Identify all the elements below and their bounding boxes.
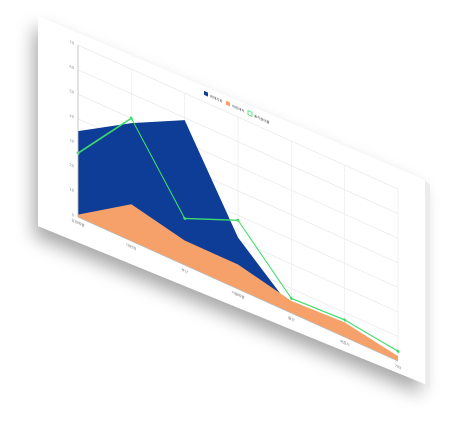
x-tick-label: 부산 bbox=[181, 267, 188, 275]
x-tick-label: 세종시 bbox=[340, 338, 350, 347]
x-tick-label: 서울특별 bbox=[231, 289, 245, 300]
y-tick-label: 60 bbox=[69, 64, 74, 70]
chart-panel-edge bbox=[425, 180, 430, 389]
y-tick-label: 10 bbox=[69, 187, 74, 193]
x-axis bbox=[78, 216, 398, 362]
x-tick-label: 대전광 bbox=[126, 242, 136, 251]
x-tick-label: 울산 bbox=[288, 315, 295, 323]
y-tick-label: 20 bbox=[69, 163, 74, 169]
y-tick-label: 40 bbox=[69, 114, 74, 120]
x-tick-label: 강원특별 bbox=[71, 217, 85, 228]
y-tick-label: 0 bbox=[72, 213, 75, 218]
legend-swatch bbox=[226, 100, 230, 107]
line-point bbox=[183, 216, 187, 221]
legend-label: 판매지원 bbox=[210, 93, 222, 103]
legend-swatch bbox=[204, 90, 208, 97]
line-point bbox=[236, 218, 240, 222]
area-series-0 bbox=[78, 120, 398, 362]
series-layer bbox=[76, 116, 400, 362]
y-tick-label: 30 bbox=[69, 138, 74, 144]
line-point bbox=[396, 349, 400, 353]
x-tick-label: 기타 bbox=[395, 363, 402, 371]
area-series-1 bbox=[78, 204, 398, 362]
legend-swatch bbox=[247, 110, 253, 117]
chart-panel bbox=[38, 16, 425, 384]
line-point bbox=[343, 318, 347, 322]
y-tick-label: 50 bbox=[69, 89, 74, 95]
legend-label: 비판매처 bbox=[232, 103, 244, 113]
line-point bbox=[129, 116, 133, 120]
y-tick-label: 70 bbox=[69, 40, 74, 46]
line-point bbox=[289, 296, 293, 301]
